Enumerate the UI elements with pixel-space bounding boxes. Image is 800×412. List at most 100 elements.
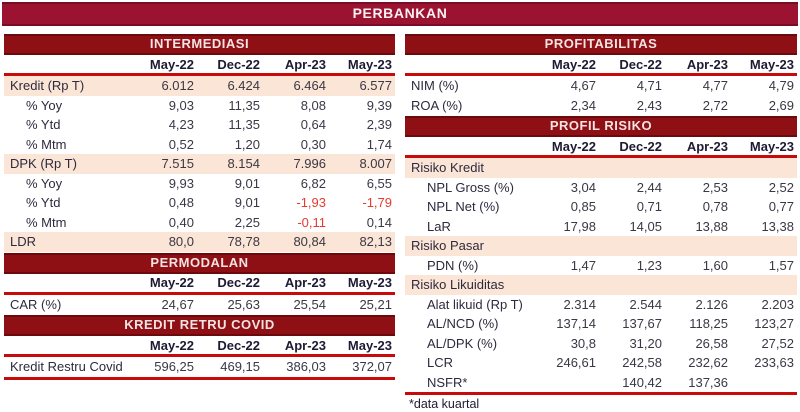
- table-row: ROA (%) 2,34 2,43 2,72 2,69: [405, 96, 797, 116]
- cell-value: 372,07: [352, 359, 392, 375]
- table-row: % Ytd 4,23 11,35 0,64 2,39: [4, 115, 395, 135]
- table-row: NIM (%) 4,67 4,71 4,77 4,79: [405, 76, 797, 96]
- section-header-kredit-retru-covid: KREDIT RETRU COVID: [4, 315, 395, 336]
- cell-value: 24,67: [161, 296, 194, 312]
- table-row: % Mtm 0,40 2,25 -0,11 0,14: [4, 213, 395, 233]
- table-row: Kredit (Rp T) 6.012 6.424 6.464 6.577: [4, 76, 395, 96]
- table-row: % Yoy 9,03 11,35 8,08 9,39: [4, 96, 395, 116]
- table-bottom-rule: [405, 392, 797, 395]
- column-header: Apr-23: [284, 337, 326, 353]
- column-header: Dec-22: [217, 56, 260, 72]
- table-row: LaR 17,98 14,05 13,88 13,38: [405, 217, 797, 237]
- table-row: Risiko Pasar: [405, 236, 797, 256]
- table-row: % Mtm 0,52 1,20 0,30 1,74: [4, 135, 395, 155]
- cell-value: 25,63: [227, 296, 260, 312]
- section-header-permodalan: PERMODALAN: [4, 252, 395, 274]
- table-row: Kredit Restru Covid 596,25 469,15 386,03 372…: [4, 357, 395, 377]
- cell-value: 469,15: [220, 359, 260, 375]
- cell-value: 9,01: [234, 195, 260, 211]
- cell-value: 2.544: [629, 296, 662, 312]
- table-row: Risiko Kredit: [405, 158, 797, 178]
- table-bottom-rule: [4, 376, 395, 380]
- cell-value: 1,60: [702, 257, 728, 273]
- row-label: NSFR*: [427, 374, 468, 390]
- column-header: May-22: [551, 56, 596, 72]
- cell-value: 2,39: [366, 117, 392, 133]
- cell-value: -1,93: [296, 195, 326, 211]
- cell-value: 8.007: [359, 156, 392, 172]
- row-label: NPL Net (%): [427, 199, 500, 215]
- cell-value: 596,25: [154, 359, 194, 375]
- months-header-row: May-22 Dec-22 Apr-23 May-23: [405, 137, 797, 158]
- row-label: Kredit (Rp T): [10, 78, 85, 94]
- cell-value: 2,53: [702, 179, 728, 195]
- table-row: % Yoy 9,93 9,01 6,82 6,55: [4, 174, 395, 194]
- row-label: Alat likuid (Rp T): [427, 296, 523, 312]
- column-header: Dec-22: [619, 56, 662, 72]
- cell-value: 25,21: [359, 296, 392, 312]
- cell-value: 137,14: [556, 316, 596, 332]
- column-header: May-22: [149, 56, 194, 72]
- cell-value: 9,01: [234, 175, 260, 191]
- cell-value: 14,05: [629, 218, 662, 234]
- cell-value: 8,08: [300, 97, 326, 113]
- cell-value: 7.515: [161, 156, 194, 172]
- cell-value: 1,47: [570, 257, 596, 273]
- cell-value: 0,64: [300, 117, 326, 133]
- page-title: PERBANKAN: [2, 2, 798, 26]
- cell-value: 2,69: [768, 97, 794, 113]
- row-label: % Yoy: [26, 97, 63, 113]
- cell-value: 17,98: [563, 218, 596, 234]
- cell-value: 2.314: [563, 296, 596, 312]
- cell-value: 3,04: [570, 179, 596, 195]
- column-header: May-22: [551, 138, 596, 154]
- table-row: DPK (Rp T) 7.515 8.154 7.996 8.007: [4, 154, 395, 174]
- cell-value: 0,52: [168, 136, 194, 152]
- column-header: Dec-22: [217, 275, 260, 290]
- row-label: ROA (%): [411, 97, 463, 113]
- cell-value: 1,20: [234, 136, 260, 152]
- cell-value: 386,03: [286, 359, 326, 375]
- cell-value: 246,61: [556, 355, 596, 371]
- cell-value: 242,58: [622, 355, 662, 371]
- table-row: AL/DPK (%) 30,8 31,20 26,58 27,52: [405, 334, 797, 354]
- section-header-profitabilitas: PROFITABILITAS: [405, 34, 797, 55]
- cell-value: 8.154: [227, 156, 260, 172]
- column-header: May-23: [347, 275, 392, 290]
- row-label: Risiko Pasar: [411, 238, 484, 254]
- cell-value: 0,40: [168, 214, 194, 230]
- footnote: *data kuartal: [409, 397, 480, 411]
- column-header: May-23: [749, 138, 794, 154]
- column-header: Apr-23: [284, 275, 326, 290]
- cell-value: 6,55: [366, 175, 392, 191]
- cell-value: 137,36: [688, 374, 728, 390]
- row-label: LaR: [427, 218, 451, 234]
- cell-value: 31,20: [629, 335, 662, 351]
- cell-value: 0,85: [570, 199, 596, 215]
- cell-value: 11,35: [228, 117, 260, 133]
- cell-value: 0,71: [636, 199, 662, 215]
- row-label: LCR: [427, 355, 454, 371]
- cell-value: 9,39: [366, 97, 392, 113]
- cell-value: 2,72: [702, 97, 728, 113]
- cell-value: 0,14: [366, 214, 392, 230]
- table-row: LDR 80,0 78,78 80,84 82,13: [4, 232, 395, 252]
- row-label: % Mtm: [26, 136, 67, 152]
- table-row: NSFR* 140,42 137,36: [405, 373, 797, 393]
- cell-value: 9,03: [168, 97, 194, 113]
- cell-value: 140,42: [622, 374, 662, 390]
- months-header-row: May-22 Dec-22 Apr-23 May-23: [4, 336, 395, 357]
- cell-value: 4,67: [570, 78, 596, 94]
- row-label: NPL Gross (%): [427, 179, 514, 195]
- cell-value: 233,63: [754, 355, 794, 371]
- cell-value: 2,44: [636, 179, 662, 195]
- column-header: Apr-23: [686, 56, 728, 72]
- row-label: LDR: [10, 234, 37, 250]
- section-header-profil-risiko: PROFIL RISIKO: [405, 116, 797, 137]
- cell-value: 2,25: [234, 214, 260, 230]
- row-label: NIM (%): [411, 78, 459, 94]
- table-row: PDN (%) 1,47 1,23 1,60 1,57: [405, 256, 797, 276]
- cell-value: 27,52: [761, 335, 794, 351]
- months-header-row: May-22 Dec-22 Apr-23 May-23: [4, 55, 395, 76]
